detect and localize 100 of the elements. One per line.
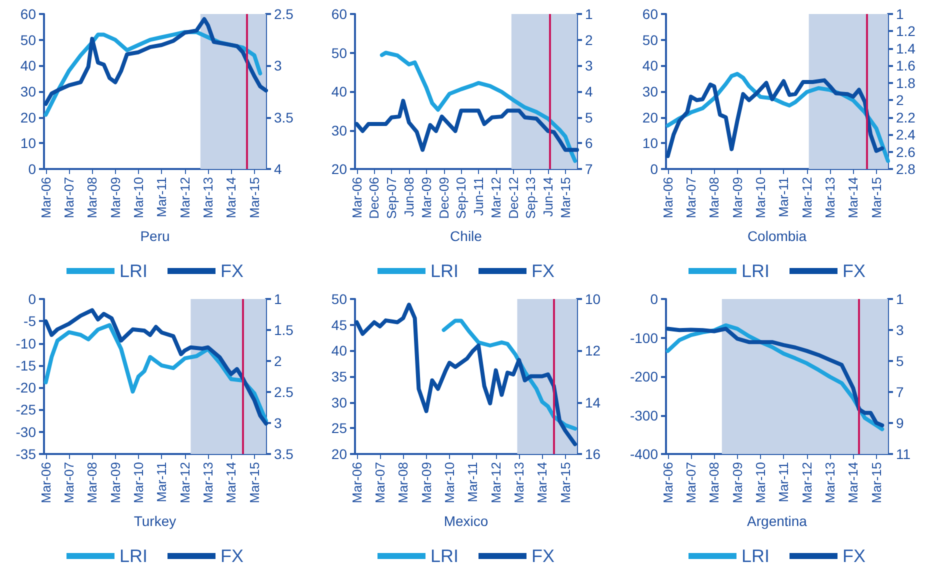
- y-tick-label: 50: [642, 32, 658, 48]
- y-tick-label: 20: [331, 161, 348, 177]
- line-series: [44, 323, 268, 423]
- y2-tick-label: 7: [896, 384, 904, 400]
- y-tick-label: 20: [331, 446, 348, 462]
- x-tick-label: Mar-13: [822, 177, 838, 218]
- x-tick-label: Mar-11: [776, 462, 792, 502]
- y-tick-label: -100: [630, 330, 658, 346]
- legend-label: FX: [220, 546, 244, 566]
- y2-tick-label: 12: [585, 342, 601, 359]
- y-tick-label: -25: [16, 402, 36, 418]
- y2-tick-label: 5: [896, 353, 904, 369]
- y-tick-label: -5: [24, 313, 36, 330]
- x-tick-label: Mar-14: [534, 462, 550, 504]
- x-tick-label: Mar-11: [154, 177, 170, 218]
- line-series: [380, 50, 578, 163]
- x-tick-label: Sep-07: [384, 177, 400, 219]
- y2-tick-label: 5: [585, 109, 593, 126]
- x-tick-label: Mar-15: [246, 177, 262, 218]
- y-tick-label: 40: [20, 58, 36, 74]
- x-tick-label: Mar-09: [108, 462, 123, 504]
- y2-tick-label: 11: [896, 446, 911, 462]
- x-tick-label: Mar-13: [200, 177, 216, 218]
- y2-tick-label: 2.2: [896, 109, 916, 126]
- x-tick-label: Mar-12: [488, 177, 504, 218]
- x-tick-label: Mar-10: [752, 177, 768, 218]
- y-tick-label: -35: [16, 446, 36, 462]
- x-tick-label: Mar-09: [730, 462, 745, 504]
- y2-tick-label: 2: [896, 92, 904, 108]
- x-tick-label: Mar-07: [683, 462, 698, 504]
- y-tick-label: 30: [331, 394, 348, 410]
- legend-label: FX: [532, 546, 555, 566]
- x-tick-label: Mar-12: [177, 177, 192, 218]
- y2-tick-label: 10: [585, 291, 601, 307]
- y-tick-label: 60: [331, 6, 348, 22]
- y-tick-label: 20: [642, 109, 658, 126]
- x-tick-label: Mar-06: [349, 177, 364, 218]
- line-series: [44, 17, 268, 106]
- x-tick-label: Mar-06: [660, 462, 676, 504]
- y-tick-label: 40: [642, 58, 658, 74]
- y2-tick-label: 9: [896, 415, 904, 431]
- y2-tick-label: 4: [274, 161, 282, 177]
- y-tick-label: -30: [16, 424, 36, 440]
- x-axis-title: Chile: [450, 228, 482, 244]
- y-tick-label: 40: [331, 84, 348, 100]
- y-tick-label: 0: [650, 161, 658, 177]
- y-tick-label: -300: [630, 407, 658, 424]
- y2-tick-label: 2.6: [896, 144, 916, 160]
- x-tick-label: Mar-12: [488, 462, 504, 504]
- legend-label: FX: [842, 546, 866, 566]
- y2-tick-label: 2.5: [274, 6, 294, 22]
- y2-tick-label: 2: [274, 353, 282, 369]
- x-tick-label: Mar-09: [418, 177, 434, 218]
- y-tick-label: 30: [331, 122, 348, 138]
- x-tick-label: Jun-11: [470, 177, 486, 216]
- y2-tick-label: 1: [896, 6, 904, 22]
- y2-tick-label: 16: [585, 446, 601, 462]
- x-tick-label: Mar-11: [776, 177, 792, 218]
- x-tick-label: Mar-06: [38, 177, 54, 218]
- y-tick-label: 20: [20, 109, 36, 126]
- y-tick-label: 0: [28, 161, 36, 177]
- y-tick-label: 0: [28, 291, 36, 307]
- x-tick-label: Mar-09: [108, 177, 123, 218]
- y2-tick-label: 2.4: [896, 126, 916, 143]
- x-tick-label: Dec-09: [436, 177, 452, 219]
- y-tick-label: -15: [16, 357, 36, 374]
- legend-label: LRI: [741, 261, 770, 281]
- x-tick-label: Mar-06: [349, 462, 364, 504]
- x-tick-label: Mar-08: [396, 462, 411, 504]
- x-axis-title: Peru: [140, 228, 170, 244]
- line-series: [354, 98, 579, 152]
- y2-tick-label: 1.6: [896, 58, 916, 74]
- y2-tick-label: 3: [585, 58, 593, 74]
- x-tick-label: Mar-15: [868, 462, 884, 504]
- y2-tick-label: 1: [585, 6, 593, 22]
- y2-tick-label: 1: [896, 291, 904, 307]
- x-tick-label: Mar-07: [683, 177, 698, 218]
- y2-tick-label: 3.5: [274, 446, 294, 462]
- line-series: [44, 308, 268, 426]
- legend-label: LRI: [430, 546, 459, 566]
- legend-label: LRI: [119, 546, 148, 566]
- legend-label: LRI: [741, 546, 770, 566]
- x-tick-label: Sep-10: [454, 177, 469, 219]
- x-tick-label: Mar-07: [61, 462, 76, 504]
- y-tick-label: 10: [642, 135, 658, 152]
- x-tick-label: Mar-09: [418, 462, 434, 504]
- y2-tick-label: 1.2: [896, 23, 916, 40]
- x-axis-title: Argentina: [747, 513, 808, 529]
- x-tick-label: Mar-11: [465, 462, 480, 502]
- x-tick-label: Mar-10: [752, 462, 768, 504]
- legend-label: LRI: [119, 261, 148, 281]
- y2-tick-label: 2: [585, 32, 593, 48]
- legend-label: FX: [842, 261, 866, 281]
- x-tick-label: Mar-08: [706, 462, 722, 504]
- x-tick-label: Jun-08: [401, 177, 416, 217]
- x-tick-label: Mar-13: [512, 462, 527, 504]
- x-tick-label: Mar-15: [558, 462, 573, 504]
- x-tick-label: Mar-08: [84, 462, 100, 504]
- y2-tick-label: 6: [585, 135, 593, 152]
- y2-tick-label: 4: [585, 84, 593, 100]
